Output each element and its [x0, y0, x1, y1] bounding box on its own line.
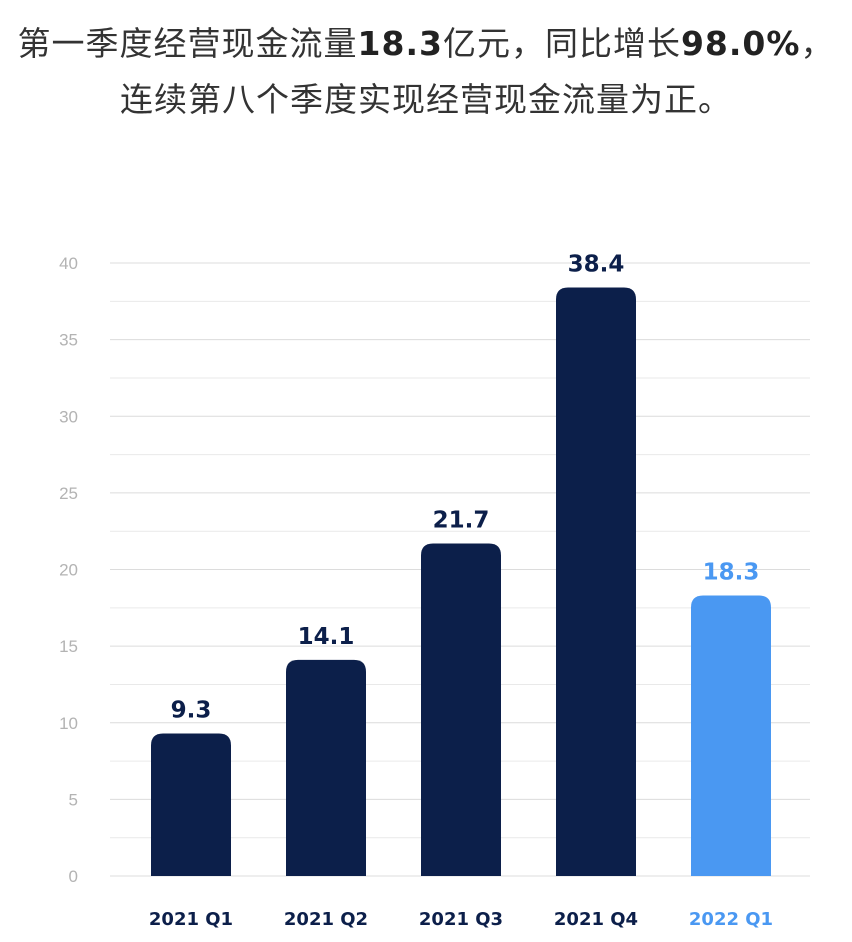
value-label: 21.7	[433, 507, 490, 533]
headline-text-1: 第一季度经营现金流量	[17, 24, 358, 63]
bar-2021-q2	[286, 659, 366, 876]
bar-2021-q3	[421, 543, 501, 876]
y-tick-label: 10	[59, 714, 78, 733]
y-tick-label: 35	[59, 331, 78, 350]
headline-line-2: 连续第八个季度实现经营现金流量为正。	[120, 80, 732, 119]
value-label: 14.1	[298, 624, 355, 650]
category-label: 2022 Q1	[689, 909, 773, 930]
bar-2021-q4	[556, 287, 636, 876]
headline-value-growth: 98.0%	[680, 24, 801, 63]
category-label: 2021 Q3	[419, 909, 503, 930]
category-label: 2021 Q1	[149, 909, 233, 930]
y-tick-label: 40	[59, 254, 78, 273]
headline-text-3: ，	[800, 24, 835, 63]
y-tick-label: 15	[59, 637, 78, 656]
headline-value-cash-flow: 18.3	[357, 24, 443, 63]
y-tick-label: 30	[59, 407, 78, 426]
value-label: 38.4	[568, 252, 625, 278]
headline-line-1: 第一季度经营现金流量18.3亿元，同比增长98.0%，	[0, 16, 852, 72]
headline-text-2: 亿元，同比增长	[442, 24, 681, 63]
category-label: 2021 Q2	[284, 909, 368, 930]
y-tick-label: 25	[59, 484, 78, 503]
bar-2022-q1	[691, 595, 771, 876]
y-tick-label: 5	[69, 790, 78, 809]
category-label: 2021 Q4	[554, 909, 638, 930]
y-tick-label: 0	[69, 867, 78, 886]
value-label: 18.3	[703, 560, 760, 586]
bar-2021-q1	[151, 733, 231, 876]
value-label: 9.3	[171, 697, 212, 723]
y-tick-label: 20	[59, 561, 78, 580]
headline: 第一季度经营现金流量18.3亿元，同比增长98.0%， 连续第八个季度实现经营现…	[0, 16, 852, 128]
